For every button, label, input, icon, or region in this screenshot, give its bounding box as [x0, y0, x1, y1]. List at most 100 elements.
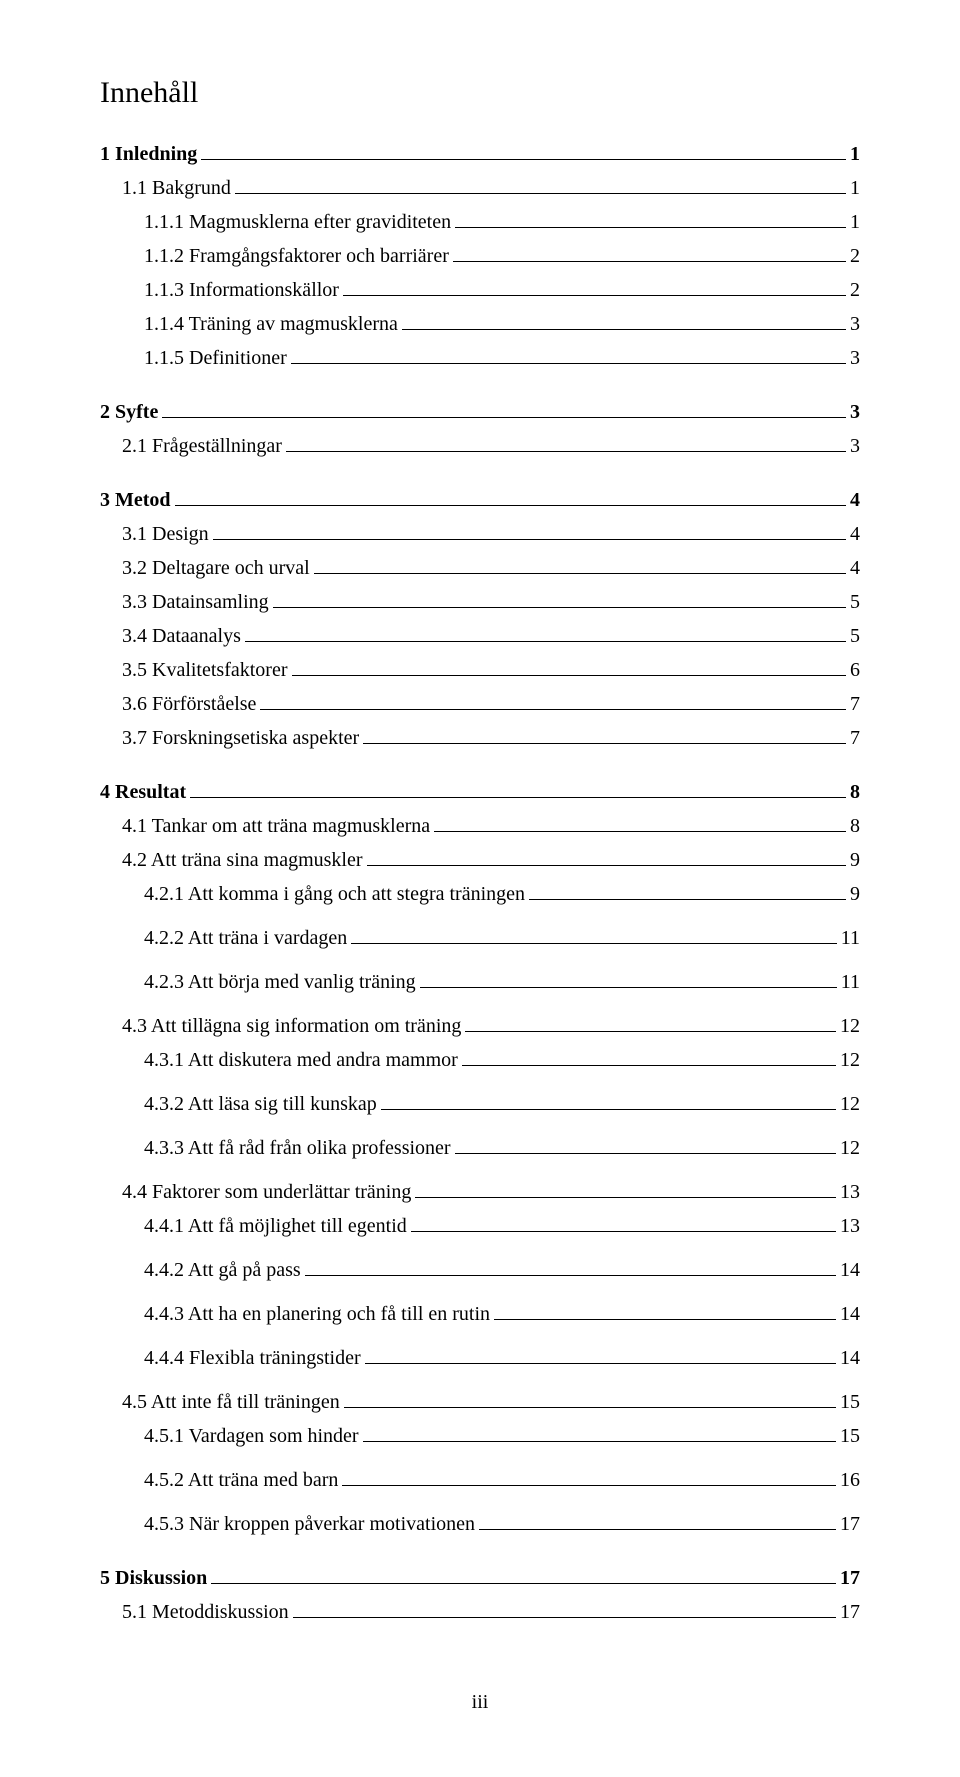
- toc-leader: [292, 675, 847, 676]
- toc-entry-label: 4.4 Faktorer som underlättar träning: [122, 1177, 411, 1207]
- toc-leader: [286, 451, 846, 452]
- toc-entry-page: 6: [850, 655, 860, 685]
- toc-entry-page: 13: [840, 1211, 860, 1241]
- toc-entry-page: 4: [850, 485, 860, 515]
- toc-entry-page: 12: [840, 1089, 860, 1119]
- toc-entry: 1.1.3 Informationskällor 2: [144, 275, 860, 305]
- toc-entry: 4.2.3 Att börja med vanlig träning11: [144, 967, 860, 997]
- toc-entry-label: 4.3.2 Att läsa sig till kunskap: [144, 1089, 377, 1119]
- toc-entry-label: 2.1 Frågeställningar: [122, 431, 282, 461]
- toc-entry-page: 14: [840, 1255, 860, 1285]
- toc-entry-label: 1 Inledning: [100, 139, 197, 169]
- toc-leader: [211, 1583, 836, 1584]
- toc-leader: [343, 295, 846, 296]
- page-number: iii: [100, 1687, 860, 1717]
- toc-entry-page: 8: [850, 777, 860, 807]
- toc-entry: 4.5.3 När kroppen påverkar motivationen1…: [144, 1509, 860, 1539]
- toc-entry-label: 3.2 Deltagare och urval: [122, 553, 310, 583]
- toc-entry-page: 2: [850, 241, 860, 271]
- toc-entry-page: 1: [850, 173, 860, 203]
- toc-entry-page: 5: [850, 621, 860, 651]
- toc-entry: 4.3.1 Att diskutera med andra mammor 12: [144, 1045, 860, 1075]
- toc-container: 1 Inledning11.1 Bakgrund11.1.1 Magmuskle…: [100, 139, 860, 1627]
- toc-leader: [529, 899, 846, 900]
- toc-entry-page: 16: [840, 1465, 860, 1495]
- toc-entry-page: 13: [840, 1177, 860, 1207]
- toc-entry-label: 4.2 Att träna sina magmuskler: [122, 845, 363, 875]
- toc-entry: 4.1 Tankar om att träna magmusklerna 8: [122, 811, 860, 841]
- toc-entry-page: 7: [850, 723, 860, 753]
- toc-leader: [365, 1363, 836, 1364]
- toc-entry-page: 12: [840, 1045, 860, 1075]
- toc-leader: [213, 539, 846, 540]
- toc-entry: 3.4 Dataanalys5: [122, 621, 860, 651]
- toc-entry-label: 4.3.1 Att diskutera med andra mammor: [144, 1045, 458, 1075]
- toc-leader: [273, 607, 846, 608]
- toc-entry: 4.4 Faktorer som underlättar träning 13: [122, 1177, 860, 1207]
- toc-leader: [367, 865, 846, 866]
- toc-leader: [351, 943, 836, 944]
- toc-entry: 3.2 Deltagare och urval 4: [122, 553, 860, 583]
- toc-leader: [245, 641, 846, 642]
- toc-entry-label: 1.1.1 Magmusklerna efter graviditeten: [144, 207, 451, 237]
- toc-leader: [453, 261, 846, 262]
- toc-entry-page: 11: [841, 923, 860, 953]
- toc-leader: [175, 505, 846, 506]
- toc-entry-page: 14: [840, 1343, 860, 1373]
- toc-leader: [465, 1031, 836, 1032]
- toc-entry-page: 12: [840, 1133, 860, 1163]
- toc-entry: 1.1.5 Definitioner3: [144, 343, 860, 373]
- toc-entry: 4.3 Att tillägna sig information om trän…: [122, 1011, 860, 1041]
- toc-entry-label: 1.1.2 Framgångsfaktorer och barriärer: [144, 241, 449, 271]
- toc-leader: [363, 743, 846, 744]
- toc-entry: 4.2.2 Att träna i vardagen 11: [144, 923, 860, 953]
- toc-entry-page: 12: [840, 1011, 860, 1041]
- toc-leader: [411, 1231, 836, 1232]
- toc-entry: 4 Resultat8: [100, 777, 860, 807]
- toc-entry: 3 Metod4: [100, 485, 860, 515]
- toc-entry-label: 4.5.1 Vardagen som hinder: [144, 1421, 359, 1451]
- toc-entry-label: 4.2.2 Att träna i vardagen: [144, 923, 347, 953]
- toc-leader: [342, 1485, 836, 1486]
- toc-entry-page: 2: [850, 275, 860, 305]
- toc-entry: 4.4.3 Att ha en planering och få till en…: [144, 1299, 860, 1329]
- toc-entry: 4.3.3 Att få råd från olika professioner…: [144, 1133, 860, 1163]
- toc-entry: 4.5.1 Vardagen som hinder 15: [144, 1421, 860, 1451]
- toc-entry-page: 1: [850, 207, 860, 237]
- toc-entry: 4.3.2 Att läsa sig till kunskap 12: [144, 1089, 860, 1119]
- toc-entry: 3.1 Design4: [122, 519, 860, 549]
- toc-leader: [291, 363, 846, 364]
- toc-entry-label: 4.4.2 Att gå på pass: [144, 1255, 301, 1285]
- toc-entry-label: 1.1.5 Definitioner: [144, 343, 287, 373]
- toc-entry: 5 Diskussion17: [100, 1563, 860, 1593]
- toc-entry-page: 7: [850, 689, 860, 719]
- toc-entry: 3.5 Kvalitetsfaktorer6: [122, 655, 860, 685]
- toc-leader: [260, 709, 846, 710]
- toc-entry-page: 14: [840, 1299, 860, 1329]
- toc-entry-label: 1.1.3 Informationskällor: [144, 275, 339, 305]
- toc-leader: [344, 1407, 836, 1408]
- toc-entry-page: 8: [850, 811, 860, 841]
- toc-entry-label: 4.1 Tankar om att träna magmusklerna: [122, 811, 430, 841]
- toc-entry-page: 3: [850, 431, 860, 461]
- toc-entry: 3.3 Datainsamling5: [122, 587, 860, 617]
- toc-entry: 4.2.1 Att komma i gång och att stegra tr…: [144, 879, 860, 909]
- toc-entry-page: 15: [840, 1421, 860, 1451]
- toc-leader: [434, 831, 846, 832]
- toc-entry: 2 Syfte3: [100, 397, 860, 427]
- toc-entry: 1.1.2 Framgångsfaktorer och barriärer 2: [144, 241, 860, 271]
- toc-leader: [201, 159, 846, 160]
- toc-entry-label: 3.3 Datainsamling: [122, 587, 269, 617]
- toc-entry-page: 17: [840, 1597, 860, 1627]
- toc-entry: 1.1 Bakgrund1: [122, 173, 860, 203]
- toc-leader: [314, 573, 846, 574]
- toc-leader: [420, 987, 837, 988]
- toc-entry: 2.1 Frågeställningar 3: [122, 431, 860, 461]
- toc-entry: 4.5.2 Att träna med barn16: [144, 1465, 860, 1495]
- toc-entry-label: 5 Diskussion: [100, 1563, 207, 1593]
- toc-entry-page: 17: [840, 1509, 860, 1539]
- toc-entry: 5.1 Metoddiskussion17: [122, 1597, 860, 1627]
- toc-entry-page: 4: [850, 553, 860, 583]
- toc-entry-label: 4.2.1 Att komma i gång och att stegra tr…: [144, 879, 525, 909]
- toc-entry-label: 3.6 Förförståelse: [122, 689, 256, 719]
